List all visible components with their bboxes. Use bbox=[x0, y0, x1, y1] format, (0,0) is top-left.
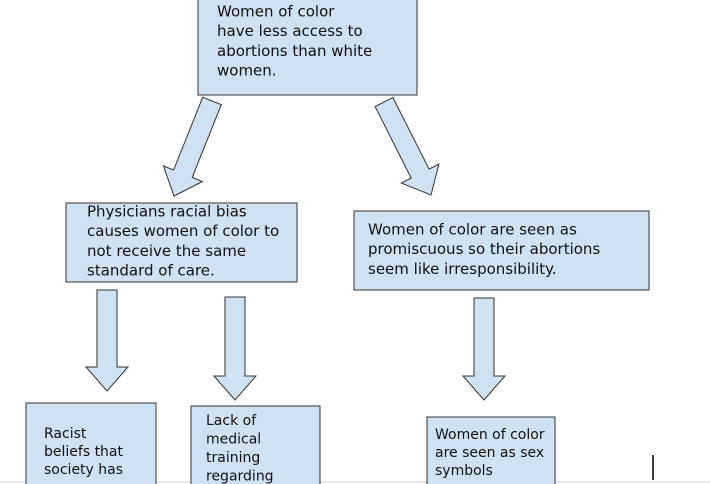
node-text: women. bbox=[217, 62, 277, 80]
node-text: Women of color bbox=[217, 3, 335, 21]
node-text: have less access to bbox=[217, 22, 363, 40]
node-box bbox=[197, 0, 418, 96]
node-text: regarding bbox=[206, 469, 274, 484]
node-text: abortions than white bbox=[217, 42, 372, 60]
node-box bbox=[190, 405, 321, 484]
node: Racist beliefs that society has bbox=[25, 402, 157, 484]
arrow bbox=[374, 96, 440, 196]
node-text: Women of color are seen as bbox=[368, 221, 577, 239]
node-text: society has bbox=[44, 462, 123, 478]
node-text: promiscuous so their abortions bbox=[368, 240, 600, 258]
arrow bbox=[84, 289, 130, 392]
node: Women of color are seen as sex symbols bbox=[426, 416, 556, 484]
node: Lack of medical training regarding bbox=[190, 405, 321, 484]
node-text: beliefs that bbox=[44, 444, 124, 460]
node-text: Women of color bbox=[435, 427, 545, 443]
node-text: are seen as sex bbox=[435, 445, 544, 461]
node-box bbox=[426, 416, 556, 484]
node-text: seem like irresponsibility. bbox=[368, 260, 557, 278]
arrow bbox=[461, 297, 507, 401]
node-text: Physicians racial bias bbox=[87, 203, 247, 221]
node-text: Lack of bbox=[206, 413, 257, 429]
arrow bbox=[162, 96, 222, 197]
node-text: causes women of color to bbox=[87, 222, 279, 240]
node-box bbox=[25, 402, 157, 484]
node-text: medical bbox=[206, 432, 261, 448]
arrow bbox=[212, 296, 258, 401]
node-box bbox=[65, 202, 298, 283]
node-box bbox=[353, 210, 650, 291]
node-text: standard of care. bbox=[87, 262, 215, 280]
node-text: Racist bbox=[44, 426, 87, 442]
node-text: training bbox=[206, 450, 260, 466]
node-text: not receive the same bbox=[87, 242, 246, 260]
node-text: symbols bbox=[435, 463, 493, 479]
